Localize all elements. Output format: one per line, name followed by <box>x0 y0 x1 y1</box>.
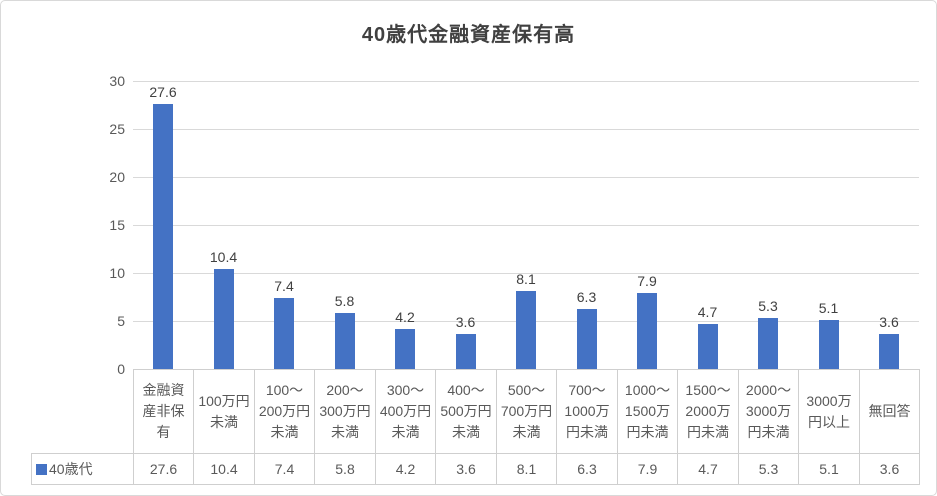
value-cell: 3.6 <box>435 453 497 485</box>
y-tick-label-25: 25 <box>109 121 125 137</box>
data-label: 7.9 <box>637 273 657 289</box>
category-header-cell: 金融資 産非保 有 <box>133 369 194 454</box>
bar-100万円未満 <box>213 269 234 369</box>
plot-column: 4.2 <box>375 81 435 369</box>
plot-column: 7.4 <box>254 81 314 369</box>
plot-column: 7.9 <box>617 81 677 369</box>
category-header-cell: 400〜 500万円 未満 <box>435 369 497 454</box>
legend-cell: 40歳代 <box>31 453 134 485</box>
value-cell: 5.3 <box>738 453 799 485</box>
bar-100〜200万円未満 <box>274 298 294 369</box>
plot-column: 5.3 <box>738 81 798 369</box>
category-header-cell: 500〜 700万円 未満 <box>496 369 557 454</box>
plot-column: 27.6 <box>133 81 193 369</box>
bar-1500〜2000万円未満 <box>697 324 718 369</box>
bar-1000〜1500万円未満 <box>637 293 657 369</box>
category-header-cell: 100万円 未満 <box>193 369 255 454</box>
bar-700〜1000万円未満 <box>576 309 597 369</box>
category-header-cell: 1500〜 2000万 円未満 <box>677 369 739 454</box>
category-header-cell: 1000〜 1500万 円未満 <box>617 369 678 454</box>
value-cell: 8.1 <box>496 453 557 485</box>
plot-column: 3.6 <box>859 81 919 369</box>
value-cell: 7.4 <box>254 453 315 485</box>
bar-400〜500万円未満 <box>455 334 476 369</box>
y-tick-label-5: 5 <box>117 313 125 329</box>
value-cell: 4.7 <box>677 453 739 485</box>
gridline-25 <box>133 129 919 130</box>
category-header-cell: 100〜 200万円 未満 <box>254 369 315 454</box>
category-header-cell: 3000万 円以上 <box>798 369 860 454</box>
data-label: 10.4 <box>209 249 238 265</box>
data-label: 3.6 <box>879 314 899 330</box>
category-header-cell: 700〜 1000万 円未満 <box>556 369 618 454</box>
value-cell: 5.1 <box>798 453 860 485</box>
bar-無回答 <box>879 334 899 369</box>
data-label: 4.2 <box>395 309 415 325</box>
plot-column: 5.8 <box>314 81 375 369</box>
value-cell: 6.3 <box>556 453 618 485</box>
plot-column: 5.1 <box>798 81 859 369</box>
chart-title: 40歳代金融資産保有高 <box>361 24 576 46</box>
value-cell: 10.4 <box>193 453 255 485</box>
y-tick-label-15: 15 <box>109 217 125 233</box>
plot-column: 3.6 <box>435 81 496 369</box>
data-label: 4.7 <box>697 304 718 320</box>
bar-金融資産非保有 <box>153 104 173 369</box>
gridline-10 <box>133 273 919 274</box>
plot-column: 8.1 <box>496 81 556 369</box>
category-header-cell: 無回答 <box>859 369 920 454</box>
plot-column: 10.4 <box>193 81 254 369</box>
gridline-20 <box>133 177 919 178</box>
data-label: 3.6 <box>455 314 476 330</box>
y-tick-label-10: 10 <box>109 265 125 281</box>
legend-color-swatch-icon <box>36 463 47 475</box>
plot-column: 4.7 <box>677 81 738 369</box>
data-label: 5.8 <box>334 293 355 309</box>
y-tick-label-0: 0 <box>117 361 125 377</box>
y-tick-label-20: 20 <box>109 169 125 185</box>
data-label: 5.1 <box>818 300 839 316</box>
data-label: 8.1 <box>516 271 536 287</box>
plot-column: 6.3 <box>556 81 617 369</box>
bar-500〜700万円未満 <box>516 291 536 369</box>
gridline-30 <box>133 81 919 82</box>
value-cell: 4.2 <box>375 453 436 485</box>
bar-300〜400万円未満 <box>395 329 415 369</box>
y-tick-label-30: 30 <box>109 73 125 89</box>
category-header-cell: 300〜 400万円 未満 <box>375 369 436 454</box>
category-header-cell: 200〜 300万円 未満 <box>314 369 376 454</box>
bar-3000万円以上 <box>818 320 839 369</box>
value-cell: 27.6 <box>133 453 194 485</box>
bar-200〜300万円未満 <box>334 313 355 369</box>
category-header-cell: 2000〜 3000万 円未満 <box>738 369 799 454</box>
value-cell: 3.6 <box>859 453 920 485</box>
gridline-15 <box>133 225 919 226</box>
data-label: 27.6 <box>149 84 177 100</box>
legend-series-label: 40歳代 <box>49 461 93 477</box>
data-label: 5.3 <box>758 298 778 314</box>
value-cell: 7.9 <box>617 453 678 485</box>
data-label: 7.4 <box>274 278 294 294</box>
data-label: 6.3 <box>576 289 597 305</box>
value-cell: 5.8 <box>314 453 376 485</box>
bar-2000〜3000万円未満 <box>758 318 778 369</box>
